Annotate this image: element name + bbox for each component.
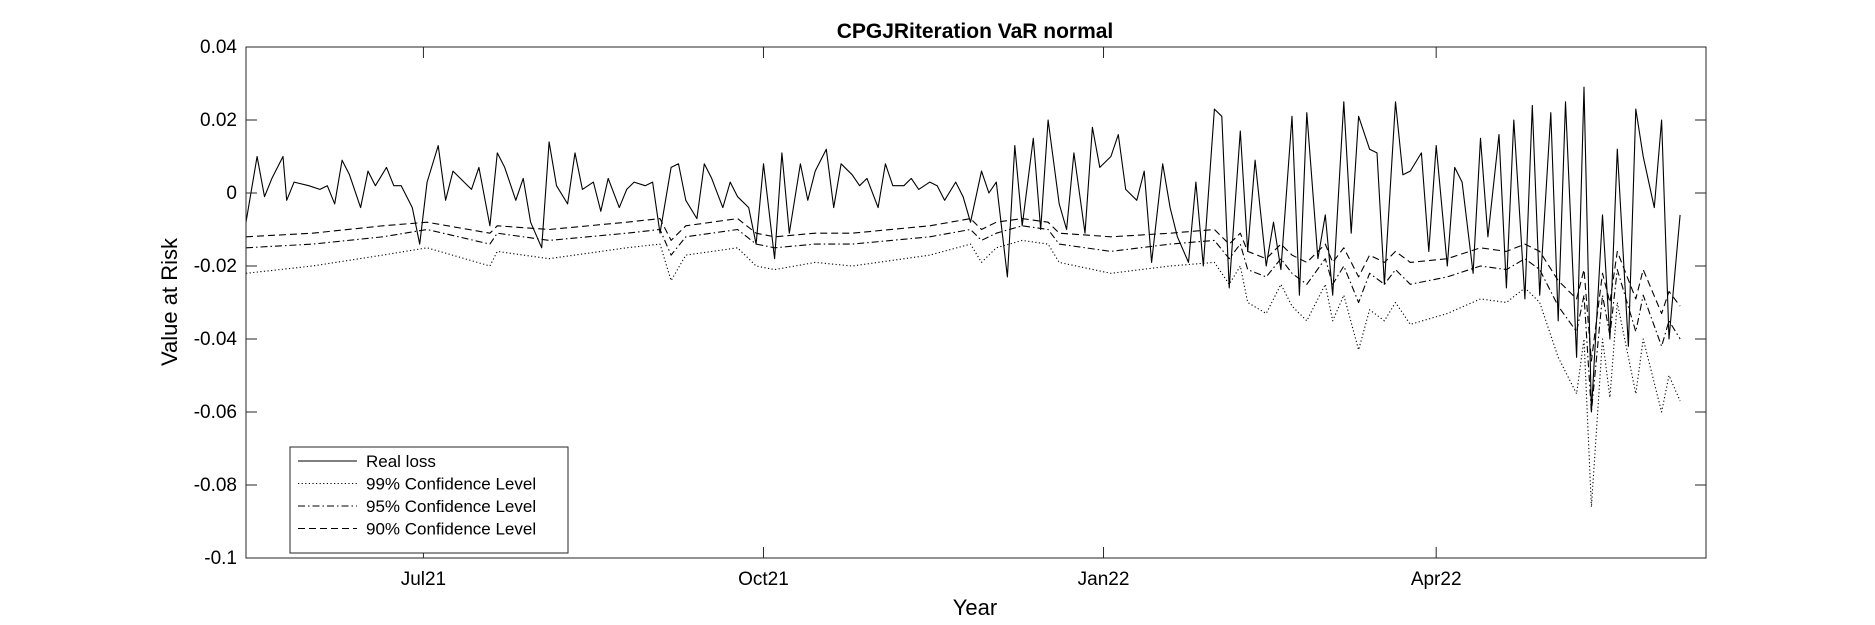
legend-box <box>289 446 569 554</box>
y-tick-label: 0.04 <box>200 37 237 58</box>
y-tick-label: 0 <box>226 183 237 204</box>
x-tick-label: Jul21 <box>401 569 446 590</box>
legend-label-99-confidence-level: 99% Confidence Level <box>366 475 536 494</box>
y-tick-label: -0.1 <box>204 548 237 569</box>
axes-box <box>245 46 1707 559</box>
series-line-99-confidence-level <box>246 239 1681 508</box>
legend-label-real-loss: Real loss <box>366 452 436 471</box>
y-tick-label: -0.04 <box>194 329 238 350</box>
chart-title: CPGJRiteration VaR normal <box>837 20 1114 43</box>
y-axis-title: Value at Risk <box>157 237 182 366</box>
series-line-95-confidence-level <box>246 225 1681 413</box>
x-axis-title: Year <box>953 595 997 620</box>
legend-label-95-confidence-level: 95% Confidence Level <box>366 497 536 516</box>
y-tick-label: -0.08 <box>194 475 237 496</box>
y-tick-label: -0.06 <box>194 402 237 423</box>
legend-label-90-confidence-level: 90% Confidence Level <box>366 520 536 539</box>
series-lines <box>246 86 1681 508</box>
series-line-real-loss <box>246 86 1681 413</box>
y-tick-label: -0.02 <box>194 256 237 277</box>
series-line-90-confidence-level <box>246 218 1681 362</box>
legend: Real loss 99% Confidence Level 95% Confide… <box>289 446 569 554</box>
x-tick-label: Apr22 <box>1411 569 1462 590</box>
y-tick-label: 0.02 <box>200 110 237 131</box>
x-tick-label: Jan22 <box>1078 569 1130 590</box>
x-tick-label: Oct21 <box>738 569 789 590</box>
